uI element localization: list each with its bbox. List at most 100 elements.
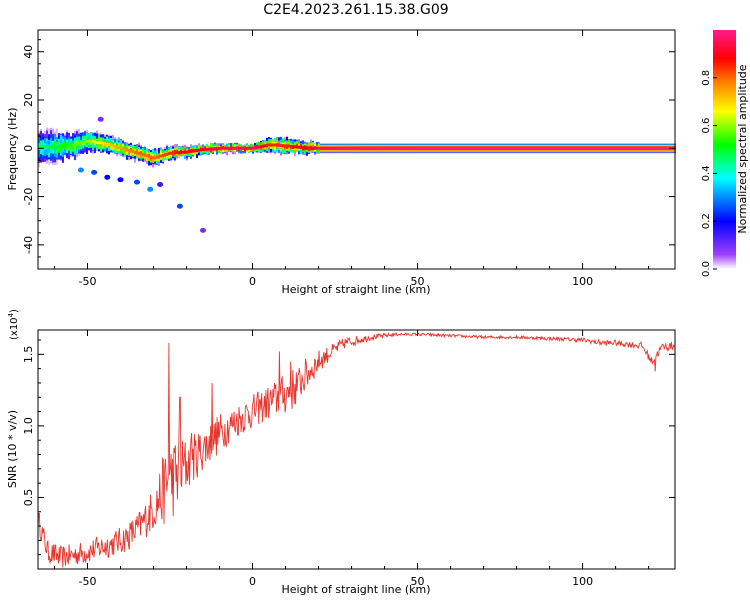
spectrogram-cell (152, 155, 154, 163)
spectrogram-ridge-cell (418, 146, 420, 150)
spectrogram-ridge-cell (480, 146, 482, 150)
spectrogram-ridge-cell (540, 146, 542, 150)
spectrogram-cell (306, 148, 308, 150)
spectrogram-ridge-cell (250, 146, 252, 150)
spectrogram-cell (112, 142, 114, 146)
spectrogram-ridge-cell (360, 146, 362, 150)
spectrogram-ridge-cell (496, 146, 498, 150)
spectrogram-ridge-cell (428, 146, 430, 150)
spectrogram-ridge-cell (60, 145, 62, 149)
spectrogram-ridge-cell (126, 148, 128, 152)
spectrogram-ridge-cell (416, 146, 418, 150)
spectrogram-ridge-cell (572, 146, 574, 150)
spectrogram-ridge-cell (302, 146, 304, 150)
spectrogram-ridge-cell (624, 146, 626, 150)
spectrogram-ridge-cell (326, 146, 328, 150)
spectrogram-x-axis-label: Height of straight line (km) (281, 283, 430, 296)
spectrogram-ridge-cell (408, 146, 410, 150)
spectrogram-cell (166, 154, 168, 158)
spectrogram-ridge-cell (352, 146, 354, 150)
spectrogram-cell (252, 148, 254, 152)
spectrogram-ridge-cell (616, 146, 618, 150)
spectrogram-ridge-cell (224, 146, 226, 150)
spectrogram-ridge-cell (50, 145, 52, 149)
spectrogram-cell (304, 145, 306, 147)
spectrogram-ridge-cell (68, 144, 70, 148)
spectrogram-ridge-cell (78, 142, 80, 146)
spectrogram-ridge-cell (146, 154, 148, 158)
spectrogram-ridge-cell (436, 146, 438, 150)
spectrogram-ridge-cell (306, 146, 308, 150)
spectrogram-ridge-cell (168, 152, 170, 156)
spectrogram-ridge-cell (144, 153, 146, 157)
spectrogram-ridge-cell (344, 146, 346, 150)
snr-y-axis-label: SNR (10 * v/v) (6, 410, 19, 488)
spectrogram-ridge-cell (466, 146, 468, 150)
spectrogram-ridge-cell (114, 144, 116, 148)
spectrogram-ridge-cell (490, 146, 492, 150)
spectrogram-cell (248, 149, 250, 151)
spectrogram-ridge-cell (158, 155, 160, 159)
spectrogram-ridge-cell (276, 143, 278, 147)
spectrogram-ridge-cell (498, 146, 500, 150)
spectrogram-ridge-cell (630, 146, 632, 150)
spectrogram-cell (146, 153, 148, 162)
spectrogram-ridge-cell (290, 144, 292, 148)
spectrogram-ridge-cell (82, 141, 84, 145)
spectrogram-cell (262, 147, 264, 149)
spectrogram-ridge-cell (372, 146, 374, 150)
spectrogram-cell (104, 140, 106, 144)
spectrogram-ridge-cell (510, 146, 512, 150)
spectrogram-ridge-cell (562, 146, 564, 150)
spectrogram-cell (184, 148, 186, 153)
spectrogram-ridge-cell (242, 146, 244, 150)
spectrogram-ridge-cell (502, 146, 504, 150)
spectrogram-ridge-cell (204, 147, 206, 151)
spectrogram-ridge-cell (638, 146, 640, 150)
spectrogram-ridge-cell (328, 146, 330, 150)
colorbar-gradient (713, 30, 736, 269)
spectrogram-ridge-cell (536, 146, 538, 150)
spectrogram-ridge-cell (206, 147, 208, 151)
spectrogram-ridge-cell (128, 149, 130, 152)
spectrogram-ridge-cell (518, 146, 520, 150)
spectrogram-ridge-cell (504, 146, 506, 150)
spectrogram-ridge-cell (268, 143, 270, 147)
spectrogram-ridge-cell (228, 146, 230, 150)
spectrogram-ridge-cell (400, 146, 402, 150)
spectrogram-ridge-cell (196, 149, 198, 152)
spectrogram-cell (232, 147, 234, 153)
spectrogram-cell (206, 150, 208, 152)
spectrogram-ridge-cell (528, 146, 530, 150)
spectrogram-ridge-cell (130, 149, 132, 153)
spectrogram-ridge-cell (112, 144, 114, 148)
spectrogram-ridge-cell (324, 146, 326, 150)
spectrogram-cell (92, 138, 94, 141)
spectrogram-ridge-cell (376, 146, 378, 150)
spectrogram-ridge-cell (340, 146, 342, 150)
spectrogram-ridge-cell (608, 146, 610, 150)
spectrogram-cell (70, 142, 72, 146)
spectrogram-ridge-cell (364, 146, 366, 150)
spectrogram-ridge-cell (516, 146, 518, 150)
spectrogram-ridge-cell (334, 146, 336, 150)
spectrogram-ridge-cell (570, 146, 572, 150)
spectrogram-ridge-cell (442, 146, 444, 150)
spectrogram-ridge-cell (56, 145, 58, 149)
spectrogram-ridge-cell (532, 146, 534, 150)
spectrogram-ridge-cell (212, 147, 214, 151)
spectrogram-blob (200, 227, 206, 233)
spectrogram-ridge-cell (460, 146, 462, 150)
spectrogram-ridge-cell (198, 148, 200, 152)
spectrogram-ridge-cell (90, 139, 92, 143)
spectrogram-cell (210, 150, 212, 152)
spectrogram-ridge-cell (430, 146, 432, 150)
spectrogram-blob (104, 174, 111, 180)
spectrogram-ridge-cell (264, 144, 266, 148)
spectrogram-ridge-cell (378, 146, 380, 150)
spectrogram-ridge-cell (92, 140, 94, 144)
spectrogram-ridge-cell (336, 146, 338, 150)
spectrogram-ridge-cell (316, 146, 318, 150)
spectrogram-ridge-cell (292, 145, 294, 148)
spectrogram-y-axis-label: Frequency (Hz) (6, 108, 19, 191)
